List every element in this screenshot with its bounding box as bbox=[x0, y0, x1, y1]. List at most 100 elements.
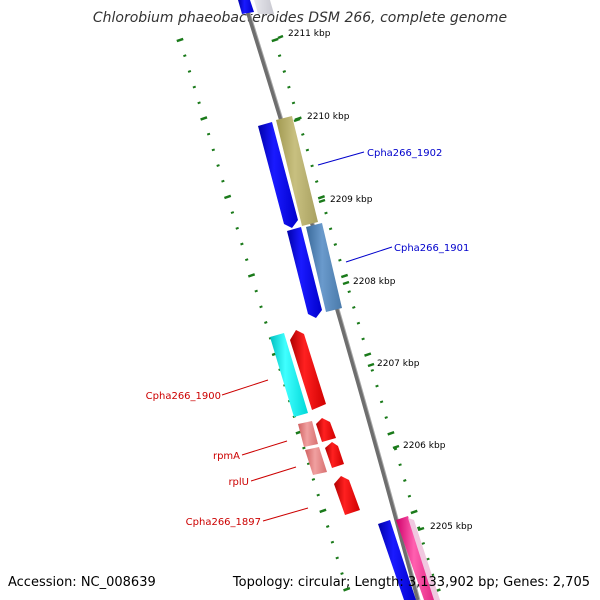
gene-block-bottom-pale bbox=[408, 518, 440, 600]
track-dot bbox=[305, 148, 310, 152]
track-dot bbox=[264, 321, 268, 324]
track-dot bbox=[235, 226, 239, 230]
gene-Cpha266_1901-block bbox=[306, 223, 342, 312]
gene-block-bottom-pink bbox=[396, 516, 436, 600]
track-dot bbox=[259, 305, 263, 309]
track-dot bbox=[335, 556, 339, 560]
gene-blue-2 bbox=[287, 227, 322, 318]
track-dot bbox=[317, 195, 326, 200]
gene-block-top-blue bbox=[238, 0, 254, 14]
track-dot bbox=[416, 526, 421, 530]
outer-dotted-track bbox=[271, 37, 441, 593]
track-dot bbox=[277, 54, 282, 58]
track-dot bbox=[343, 586, 351, 592]
leader-line-rpmA bbox=[241, 440, 288, 456]
track-dot bbox=[347, 290, 351, 294]
track-dot bbox=[287, 85, 291, 89]
track-dot bbox=[223, 194, 232, 200]
track-dot bbox=[375, 384, 379, 388]
track-dot bbox=[340, 572, 344, 575]
track-dot bbox=[247, 273, 256, 278]
track-dot bbox=[183, 54, 187, 58]
gene-Cpha266_1897-block bbox=[334, 476, 360, 515]
kbp-tick-mark bbox=[318, 198, 326, 204]
track-dot bbox=[271, 37, 279, 43]
kbp-tick-mark bbox=[277, 34, 284, 40]
track-dot bbox=[426, 557, 430, 561]
track-dot bbox=[387, 431, 395, 436]
gene-red-3 bbox=[325, 442, 344, 468]
gene-Cpha266_1902-block bbox=[276, 116, 318, 226]
track-dot bbox=[211, 148, 216, 152]
gene-label-rplU[interactable]: rplU bbox=[228, 477, 249, 488]
gene-label-Cpha266_1897[interactable]: Cpha266_1897 bbox=[186, 517, 261, 528]
kbp-tick-label: 2208 kbp bbox=[353, 277, 396, 287]
track-dot bbox=[314, 180, 319, 184]
kbp-tick-mark bbox=[367, 362, 375, 368]
kbp-tick-label: 2207 kbp bbox=[377, 359, 420, 369]
track-dot bbox=[192, 85, 197, 89]
leader-line-Cpha266_1897 bbox=[262, 507, 309, 522]
track-dot bbox=[421, 541, 426, 545]
track-dot bbox=[254, 289, 258, 293]
accession-text: Accession: NC_008639 bbox=[8, 575, 156, 590]
gene-label-Cpha266_1902[interactable]: Cpha266_1902 bbox=[367, 148, 442, 159]
track-dot bbox=[325, 525, 330, 528]
track-dot bbox=[370, 368, 375, 372]
kbp-tick-mark bbox=[417, 526, 425, 532]
gene-label-Cpha266_1900[interactable]: Cpha266_1900 bbox=[146, 391, 221, 402]
track-dot bbox=[291, 101, 296, 105]
gene-rpmA-block bbox=[298, 421, 318, 447]
track-dot bbox=[398, 463, 402, 467]
track-dot bbox=[319, 508, 327, 514]
track-dot bbox=[330, 540, 335, 544]
track-dot bbox=[301, 132, 305, 136]
track-dot bbox=[379, 400, 384, 404]
track-dot bbox=[338, 258, 342, 262]
track-dot bbox=[221, 179, 225, 183]
kbp-tick-mark bbox=[392, 444, 400, 450]
leader-line-Cpha266_1902 bbox=[317, 151, 365, 166]
track-dot bbox=[403, 479, 407, 482]
track-dot bbox=[282, 70, 287, 73]
track-dot bbox=[364, 352, 372, 357]
leader-line-rplU bbox=[250, 466, 297, 482]
track-dot bbox=[244, 258, 249, 262]
gene-label-rpmA[interactable]: rpmA bbox=[213, 451, 240, 462]
track-dot bbox=[361, 337, 365, 341]
track-dot bbox=[200, 116, 208, 121]
track-dot bbox=[340, 273, 349, 279]
track-dot bbox=[197, 101, 201, 105]
kbp-scale: 2211 kbp 2210 kbp 2209 kbp 2208 kbp 2207… bbox=[277, 29, 473, 532]
genome-summary-text: Topology: circular; Length: 3,133,902 bp… bbox=[232, 575, 590, 590]
leader-line-Cpha266_1900 bbox=[221, 379, 269, 396]
track-dot bbox=[316, 493, 320, 497]
gene-Cpha266_1900-block bbox=[270, 333, 308, 417]
track-dot bbox=[324, 211, 328, 215]
track-dot bbox=[352, 305, 356, 309]
track-dot bbox=[176, 37, 184, 43]
kbp-tick-mark bbox=[342, 280, 350, 286]
gene-red-2 bbox=[316, 418, 336, 442]
track-dot bbox=[311, 477, 316, 481]
track-dot bbox=[187, 69, 192, 73]
track-dot bbox=[230, 211, 235, 215]
track-dot bbox=[240, 242, 244, 246]
track-dot bbox=[407, 494, 412, 498]
track-dot bbox=[393, 447, 398, 451]
kbp-tick-label: 2206 kbp bbox=[403, 441, 446, 451]
genome-title: Chlorobium phaeobacteroides DSM 266, com… bbox=[92, 10, 508, 26]
track-dot bbox=[216, 164, 220, 167]
track-dot bbox=[328, 227, 333, 231]
track-dot bbox=[356, 321, 361, 325]
gene-blue-1 bbox=[258, 122, 298, 228]
kbp-tick-label: 2209 kbp bbox=[330, 195, 373, 205]
gene-label-Cpha266_1901[interactable]: Cpha266_1901 bbox=[394, 243, 469, 254]
gene-block-bottom-blue bbox=[378, 520, 416, 600]
kbp-tick-mark bbox=[293, 117, 301, 123]
track-dot bbox=[310, 164, 314, 168]
track-dot bbox=[333, 243, 338, 246]
gene-rplU-block bbox=[305, 447, 327, 475]
